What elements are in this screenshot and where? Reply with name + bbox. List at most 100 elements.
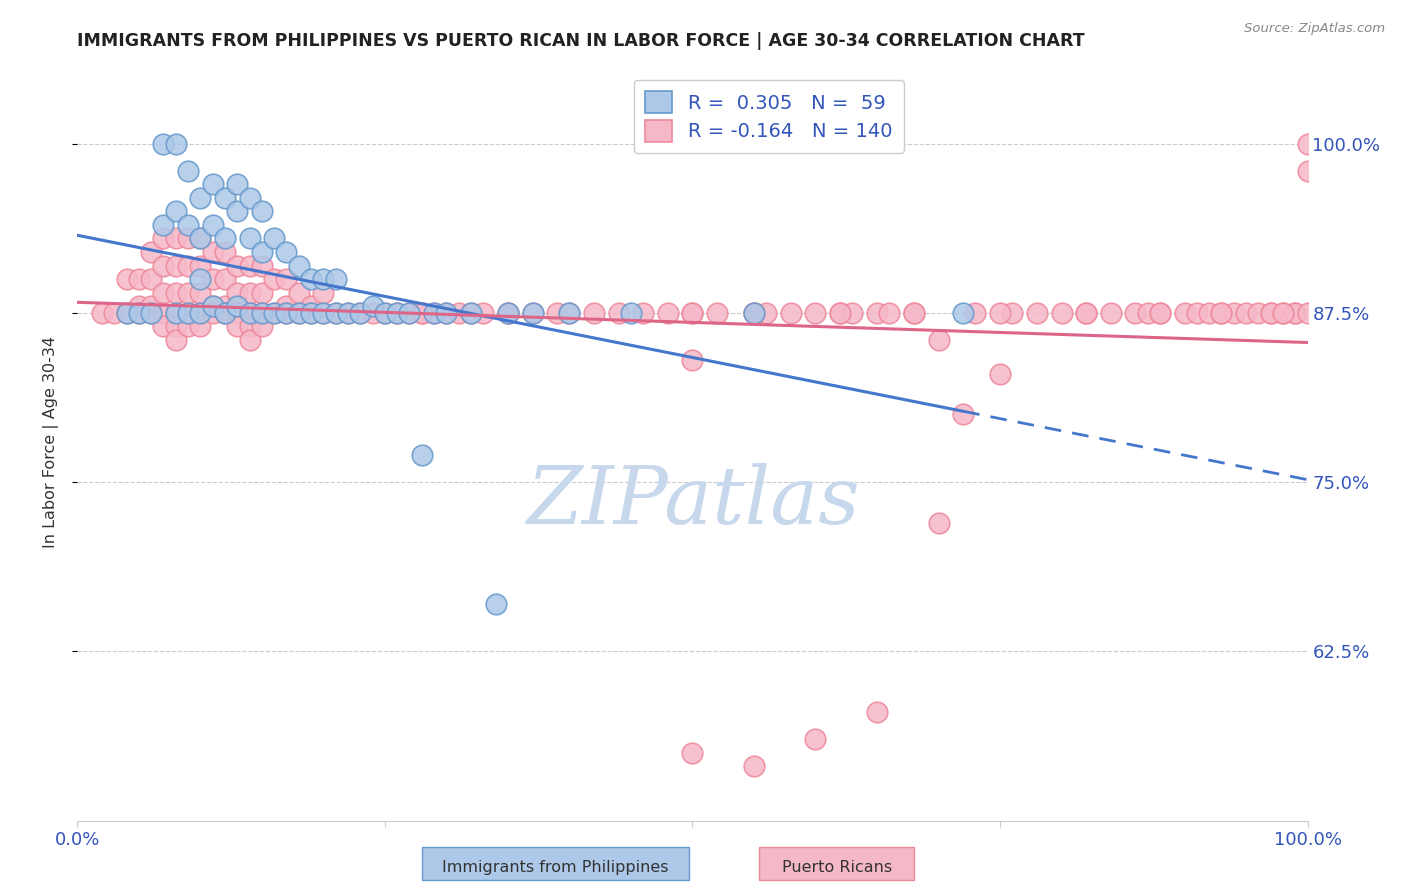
Point [496, 306, 519, 320]
Point [1099, 306, 1122, 320]
Point [1223, 306, 1246, 320]
Point [188, 272, 212, 286]
Point [903, 306, 925, 320]
Point [1149, 306, 1171, 320]
Point [411, 306, 433, 320]
Point [201, 306, 224, 320]
Point [214, 231, 236, 245]
Point [239, 306, 262, 320]
Point [312, 285, 335, 300]
Point [165, 136, 187, 151]
Point [177, 231, 200, 245]
Point [165, 285, 187, 300]
Point [325, 306, 347, 320]
Point [201, 244, 224, 259]
Point [1247, 306, 1270, 320]
Point [188, 319, 212, 334]
Point [239, 306, 262, 320]
Point [1136, 306, 1159, 320]
Point [1149, 306, 1171, 320]
Point [496, 306, 519, 320]
Point [385, 306, 409, 320]
Point [201, 218, 224, 232]
Point [239, 191, 262, 205]
Point [239, 333, 262, 347]
Point [177, 306, 200, 320]
Point [522, 306, 544, 320]
Legend: R =  0.305   N =  59, R = -0.164   N = 140: R = 0.305 N = 59, R = -0.164 N = 140 [634, 79, 904, 153]
Point [423, 306, 446, 320]
Point [276, 306, 298, 320]
Text: Source: ZipAtlas.com: Source: ZipAtlas.com [1244, 22, 1385, 36]
Point [1284, 306, 1306, 320]
Point [472, 306, 495, 320]
Point [201, 272, 224, 286]
Point [866, 706, 889, 720]
Point [374, 306, 396, 320]
Point [141, 272, 163, 286]
Point [780, 306, 803, 320]
Point [1211, 306, 1233, 320]
Point [115, 306, 138, 320]
Point [152, 306, 174, 320]
Point [177, 259, 200, 273]
Point [276, 244, 298, 259]
Point [1026, 306, 1049, 320]
Point [152, 218, 174, 232]
Point [188, 231, 212, 245]
Point [1296, 136, 1319, 151]
Point [165, 306, 187, 320]
Point [128, 306, 150, 320]
Point [250, 319, 273, 334]
Point [1001, 306, 1024, 320]
Point [152, 259, 174, 273]
Point [226, 299, 249, 313]
Point [177, 218, 200, 232]
Point [1076, 306, 1098, 320]
Point [682, 306, 704, 320]
Point [361, 306, 384, 320]
Point [742, 306, 765, 320]
Point [312, 272, 335, 286]
Point [830, 306, 852, 320]
Point [398, 306, 420, 320]
Point [385, 306, 409, 320]
Point [90, 306, 114, 320]
Point [188, 259, 212, 273]
Point [682, 746, 704, 760]
Point [188, 231, 212, 245]
Point [214, 191, 236, 205]
Text: Immigrants from Philippines: Immigrants from Philippines [441, 860, 669, 874]
Point [177, 163, 200, 178]
Point [128, 306, 150, 320]
Text: IMMIGRANTS FROM PHILIPPINES VS PUERTO RICAN IN LABOR FORCE | AGE 30-34 CORRELATI: IMMIGRANTS FROM PHILIPPINES VS PUERTO RI… [77, 32, 1085, 50]
Point [1272, 306, 1295, 320]
Point [177, 306, 200, 320]
Point [1296, 306, 1319, 320]
Point [583, 306, 606, 320]
Point [226, 319, 249, 334]
Point [558, 306, 581, 320]
Point [201, 178, 224, 192]
Point [1198, 306, 1220, 320]
Text: Puerto Ricans: Puerto Ricans [782, 860, 891, 874]
Point [423, 306, 446, 320]
Point [152, 285, 174, 300]
Point [742, 759, 765, 773]
Point [226, 178, 249, 192]
Point [361, 299, 384, 313]
Point [436, 306, 458, 320]
Y-axis label: In Labor Force | Age 30-34: In Labor Force | Age 30-34 [44, 335, 59, 548]
Point [447, 306, 470, 320]
Point [928, 516, 950, 530]
Point [276, 306, 298, 320]
Point [115, 306, 138, 320]
Point [152, 136, 174, 151]
Point [250, 244, 273, 259]
Point [214, 306, 236, 320]
Point [496, 306, 519, 320]
Point [141, 306, 163, 320]
Point [374, 306, 396, 320]
Point [128, 299, 150, 313]
Point [188, 306, 212, 320]
